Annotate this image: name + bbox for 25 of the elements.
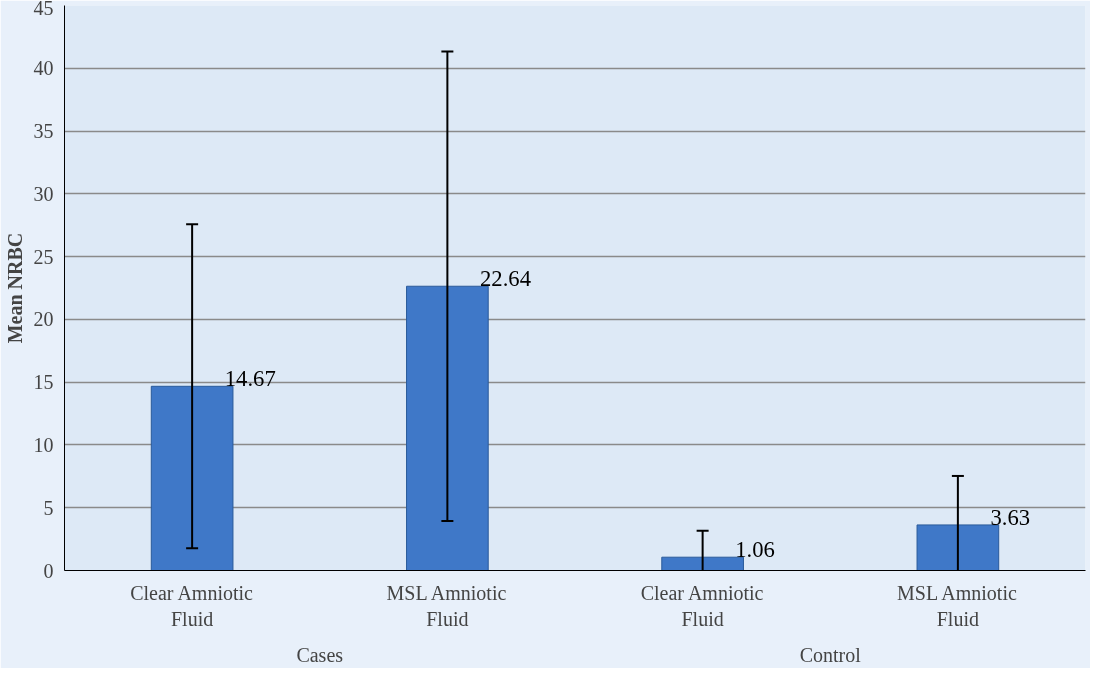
data-label: 14.67 xyxy=(224,366,276,392)
text: Cases xyxy=(296,643,344,666)
data-label: 22.64 xyxy=(480,266,531,292)
x-tick-label: Clear Amniotic Fluid xyxy=(640,581,764,630)
y-tick-label: 35 xyxy=(33,120,54,143)
y-tick-label: 40 xyxy=(33,57,54,80)
bar xyxy=(406,285,489,571)
bar xyxy=(150,385,234,571)
y-tick-label: 0 xyxy=(43,559,54,582)
y-tick-label: 45 xyxy=(33,0,54,19)
text: Control xyxy=(799,643,862,666)
y-axis-title: Mean NRBC xyxy=(3,232,26,344)
y-tick-label: 20 xyxy=(33,308,54,331)
bar xyxy=(661,556,744,571)
x-tick-label: MSL Amniotic Fluid xyxy=(897,581,1017,630)
data-label: 1.06 xyxy=(735,537,775,563)
x-tick-label: Clear Amniotic Fluid xyxy=(130,581,254,630)
y-tick-label: 15 xyxy=(33,371,54,394)
x-tick-label: MSL Amniotic Fluid xyxy=(386,581,507,630)
y-tick-label: 30 xyxy=(33,182,54,205)
bar xyxy=(916,524,1000,571)
data-label: 3.63 xyxy=(990,504,1031,530)
y-tick-label: 10 xyxy=(33,433,54,456)
y-tick-label: 25 xyxy=(33,245,54,268)
y-tick-label: 5 xyxy=(43,496,54,519)
